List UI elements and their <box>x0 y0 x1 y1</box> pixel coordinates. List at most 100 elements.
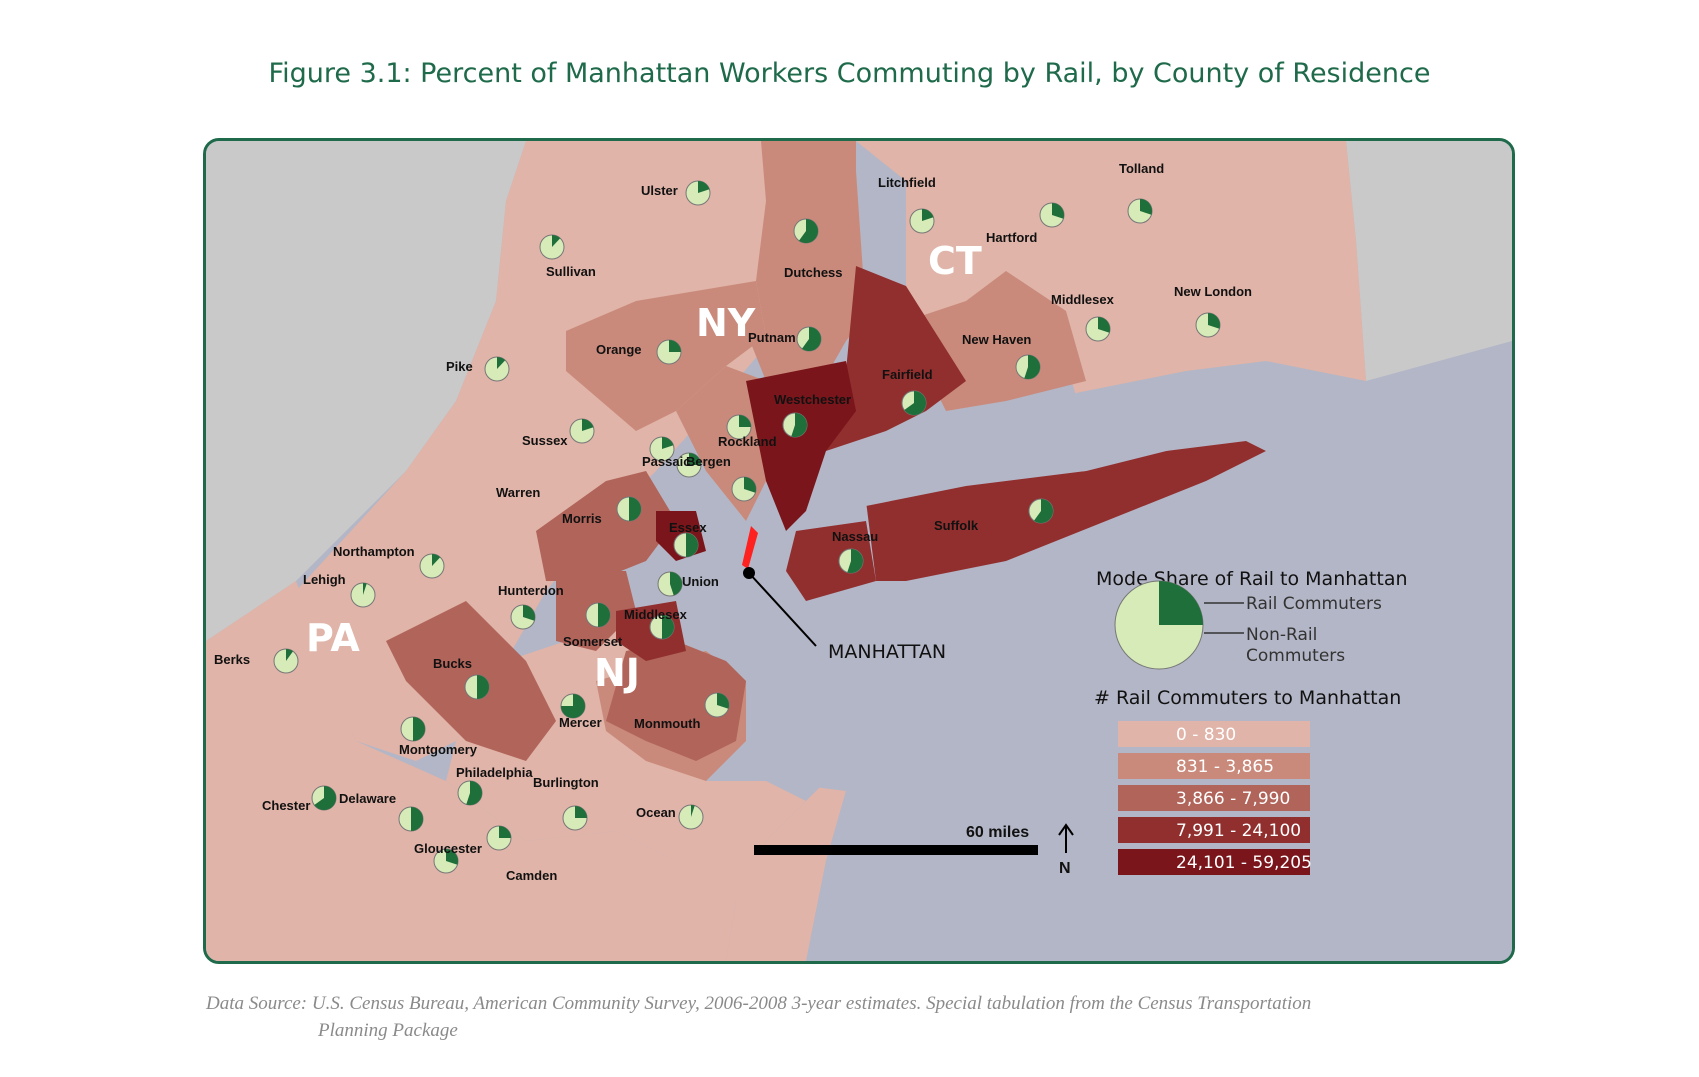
county-hartford-5-pie-rail <box>1052 203 1064 219</box>
legend-swatch-2 <box>1118 785 1168 811</box>
county-westchester <box>746 361 856 531</box>
county-label-sullivan-1: Sullivan <box>546 264 596 279</box>
manhattan-label: MANHATTAN <box>828 641 946 663</box>
county-label-chester-36: Chester <box>262 798 310 813</box>
legend-band-3 <box>1168 817 1310 843</box>
county-label-lehigh-24: Lehigh <box>303 572 346 587</box>
county-passaic-16-pie-rail <box>662 437 674 449</box>
county-label-new-haven-10: New Haven <box>962 332 1031 347</box>
county-ulster-0-pie-rail <box>698 181 710 193</box>
county-label-philadelphia-34: Philadelphia <box>456 765 533 780</box>
county-label-dutchess-2: Dutchess <box>784 265 843 280</box>
scale-label: 60 miles <box>966 824 1029 841</box>
county-philadelphia-34-pie-rail <box>466 781 483 806</box>
state-label-nj: NJ <box>594 651 640 695</box>
legend-class-label-0: 0 - 830 <box>1176 725 1236 745</box>
county-label-suffolk-21: Suffolk <box>934 518 979 533</box>
county-pies <box>273 180 1221 874</box>
county-essex-20-pie-rail <box>686 533 698 557</box>
county-label-essex-20: Essex <box>669 520 707 535</box>
north-arrow-icon <box>1058 823 1074 853</box>
legend-nonrail-label-2: Commuters <box>1246 646 1345 666</box>
county-label-morris-19: Morris <box>562 511 602 526</box>
land-ocean-county <box>726 781 846 961</box>
county-northampton-23-pie-rail <box>432 554 441 566</box>
county-camden-40-pie-rail <box>446 849 458 865</box>
county-lehigh-24-pie-rail <box>363 583 367 595</box>
county-label-orange-8: Orange <box>596 342 642 357</box>
county-label-hartford-5: Hartford <box>986 230 1037 245</box>
county-label-bergen-17: Bergen <box>686 454 731 469</box>
map-canvas: MANHATTAN NY CT PA NJ Ulster Sullivan Dutc… <box>206 141 1512 961</box>
county-label-mercer-31: Mercer <box>559 715 602 730</box>
county-litchfield-3-pie-rail <box>922 209 934 221</box>
county-label-rockland-14: Rockland <box>718 434 777 449</box>
county-orange-8-pie-rail <box>669 340 681 352</box>
county-label-burlington-35: Burlington <box>533 775 599 790</box>
county-monmouth-dark <box>606 641 746 761</box>
state-label-ct: CT <box>928 239 982 283</box>
county-label-hunterdon-25: Hunterdon <box>498 583 564 598</box>
land-ct <box>856 141 1366 431</box>
legend-classes: 0 - 830 831 - 3,865 3,866 - 7,990 7,991 - 2… <box>1118 721 1312 875</box>
legend-swatch-3 <box>1118 817 1168 843</box>
county-bergen-17-pie-rail <box>689 453 701 465</box>
legend-class-label-3: 7,991 - 24,100 <box>1176 821 1301 841</box>
county-labels: Ulster Sullivan Dutchess Litchfield Tolland H… <box>214 161 1252 883</box>
county-label-delaware-37: Delaware <box>339 791 396 806</box>
legend-pie-rail <box>1159 581 1203 625</box>
water-atlantic <box>746 401 1512 961</box>
county-label-montgomery-33: Montgomery <box>399 742 478 757</box>
county-somerset-28-pie-rail <box>598 603 610 627</box>
legend-class-label-4: 24,101 - 59,205 <box>1176 853 1312 873</box>
county-bucks-30-pie-rail <box>477 675 489 699</box>
county-new-haven-10-pie-rail <box>1024 355 1040 379</box>
county-middlesex-6-pie-rail <box>1098 317 1110 333</box>
county-label-somerset-28: Somerset <box>563 634 623 649</box>
county-morris <box>536 471 676 581</box>
county-sussex-15-pie-rail <box>582 419 594 431</box>
county-ocean-38-pie-rail <box>691 805 695 817</box>
land-pa-west <box>206 141 526 641</box>
county-label-northampton-23: Northampton <box>333 544 415 559</box>
legend-pie <box>1114 580 1204 670</box>
land-pa-south <box>206 581 726 961</box>
county-berks-29-pie-rail <box>286 649 294 661</box>
county-label-litchfield-3: Litchfield <box>878 175 936 190</box>
county-label-berks-29: Berks <box>214 652 250 667</box>
county-westchester-13-pie-rail <box>791 413 807 437</box>
manhattan-leader <box>748 572 817 647</box>
legend-swatch-0 <box>1118 721 1168 747</box>
county-nassau-22-pie-rail <box>847 549 864 573</box>
county-putnam-9-pie-rail <box>801 327 822 351</box>
county-label-middlesex-6: Middlesex <box>1051 292 1115 307</box>
county-middlesex-27-pie-rail <box>662 615 674 639</box>
county-tolland-4-pie-rail <box>1140 199 1152 215</box>
county-fairfield-12-pie-rail <box>904 391 927 416</box>
county-burlington-35-pie-rail <box>575 806 587 818</box>
manhattan-shape <box>742 526 758 569</box>
county-pike-11-pie-rail <box>497 357 506 369</box>
county-label-pike-11: Pike <box>446 359 473 374</box>
county-label-camden-40: Camden <box>506 868 557 883</box>
legend-count-title: # Rail Commuters to Manhattan <box>1094 687 1401 709</box>
figure-title: Figure 3.1: Percent of Manhattan Workers… <box>268 58 1431 89</box>
county-union-26-pie-rail <box>670 572 683 596</box>
legend-class-label-2: 3,866 - 7,990 <box>1176 789 1290 809</box>
county-nassau <box>786 521 876 601</box>
county-suffolk <box>866 441 1266 581</box>
legend-rail-label: Rail Commuters <box>1246 594 1382 614</box>
map-frame: MANHATTAN NY CT PA NJ Ulster Sullivan Dutc… <box>203 138 1515 964</box>
water-sound <box>816 341 1512 521</box>
county-label-tolland-4: Tolland <box>1119 161 1164 176</box>
legend-nonrail-label-1: Non-Rail <box>1246 625 1317 645</box>
county-label-passaic-16: Passaic <box>642 454 690 469</box>
county-monmouth-32-pie-rail <box>717 693 729 709</box>
county-label-westchester-13: Westchester <box>774 392 851 407</box>
county-sullivan-1-pie-rail <box>552 235 561 247</box>
legend-swatch-1 <box>1118 753 1168 779</box>
county-label-new-london-7: New London <box>1174 284 1252 299</box>
legend-class-label-1: 831 - 3,865 <box>1176 757 1274 777</box>
county-hunterdon-25-pie-rail <box>523 605 535 621</box>
county-suffolk-21-pie-rail <box>1033 499 1053 523</box>
